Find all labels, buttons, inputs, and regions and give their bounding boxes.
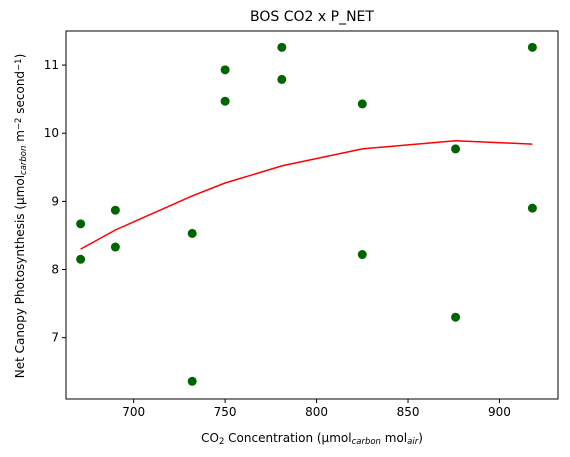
data-point-1: [76, 219, 86, 229]
y-tick-label: 7: [51, 331, 59, 345]
y-tick-label: 8: [51, 263, 59, 277]
data-point-2: [76, 254, 86, 264]
x-tick-label: 750: [214, 405, 237, 419]
y-tick-label: 11: [44, 58, 59, 72]
y-axis-label: Net Canopy Photosynthesis (µmolcarbon m−…: [13, 54, 29, 379]
data-point-4: [110, 242, 120, 252]
x-tick-label: 800: [305, 405, 328, 419]
data-point-13: [451, 144, 461, 154]
data-point-14: [451, 312, 461, 322]
plot-frame: [65, 30, 559, 400]
data-point-3: [110, 205, 120, 215]
data-point-12: [357, 250, 367, 260]
data-point-8: [220, 96, 230, 106]
data-point-15: [527, 42, 537, 52]
x-tick-label: 850: [397, 405, 420, 419]
x-axis-label: CO2 Concentration (µmolcarbon molair): [201, 431, 423, 447]
data-point-9: [277, 42, 287, 52]
data-point-16: [527, 203, 537, 213]
axes: 700 750 800 850 900 7 8 9 10 11: [44, 30, 559, 419]
y-tick-label: 10: [44, 126, 59, 140]
data-point-5: [187, 228, 197, 238]
plot-area: [76, 42, 537, 386]
x-tick-label: 900: [488, 405, 511, 419]
data-point-11: [357, 99, 367, 109]
data-point-6: [187, 376, 197, 386]
x-tick-label: 700: [122, 405, 145, 419]
chart-title: BOS CO2 x P_NET: [250, 9, 374, 25]
data-point-10: [277, 74, 287, 84]
data-point-7: [220, 65, 230, 75]
y-tick-label: 9: [51, 194, 59, 208]
fit-line: [80, 139, 533, 250]
